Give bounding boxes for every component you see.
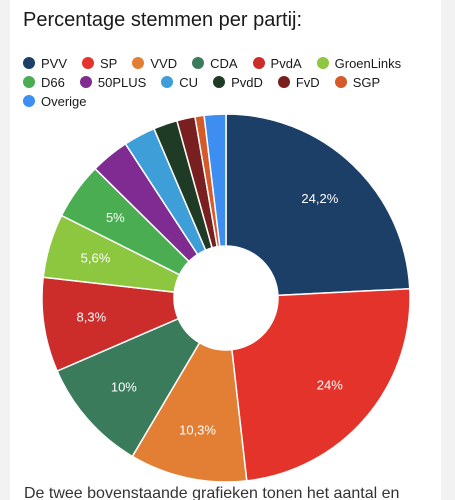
legend-swatch <box>23 76 35 88</box>
legend-row: D66 50PLUS CU PvdD FvD SGP <box>23 73 441 91</box>
legend-item-pvda[interactable]: PvdA <box>252 55 302 71</box>
legend-item-d66[interactable]: D66 <box>23 75 65 90</box>
legend-label: PVV <box>41 55 68 71</box>
legend-label: SGP <box>352 74 381 90</box>
legend-label: VVD <box>150 55 178 71</box>
data-label-d66: 5% <box>106 210 125 225</box>
chart-title: Percentage stemmen per partij: <box>23 9 303 31</box>
legend-swatch <box>334 76 347 88</box>
data-label-pvda: 8,3% <box>77 309 107 324</box>
legend-label: PvdA <box>270 55 302 71</box>
pie-slice-pvv[interactable] <box>225 113 411 297</box>
legend-item-fvd[interactable]: FvD <box>277 74 320 90</box>
legend-row: PVV SP VVD CDA PvdA GroenLinks <box>23 54 441 72</box>
legend-swatch <box>79 76 92 88</box>
legend-row: Overige <box>23 92 441 110</box>
legend-item-pvdd[interactable]: PvdD <box>213 75 263 90</box>
chart-card: Percentage stemmen per partij: PVV SP VVD C… <box>10 0 441 500</box>
donut-chart: 24,2% 24% 10,3% 10% 8,3% 5,6% 5% <box>41 113 411 483</box>
legend-swatch <box>192 57 205 69</box>
legend-swatch <box>82 57 95 69</box>
legend-swatch <box>132 57 145 69</box>
legend-label: D66 <box>41 74 65 90</box>
legend-label: Overige <box>41 93 87 109</box>
legend-swatch <box>316 57 329 69</box>
legend-item-overige[interactable]: Overige <box>23 94 87 109</box>
legend-item-cu[interactable]: CU <box>161 75 198 90</box>
pie-slice-overige[interactable] <box>203 113 227 248</box>
legend-item-groenlinks[interactable]: GroenLinks <box>316 55 402 71</box>
legend-label: SP <box>100 55 118 71</box>
legend-label: PvdD <box>231 74 263 90</box>
legend-swatch <box>161 76 174 88</box>
legend-label: FvD <box>295 74 320 90</box>
legend-item-vvd[interactable]: VVD <box>132 56 177 71</box>
legend-item-50plus[interactable]: 50PLUS <box>79 74 147 90</box>
data-label-groenlinks: 5,6% <box>81 251 111 266</box>
legend-label: CDA <box>210 55 238 71</box>
legend-item-sgp[interactable]: SGP <box>334 74 381 90</box>
pie-slice-sp[interactable] <box>231 287 411 482</box>
data-label-cda: 10% <box>111 379 137 394</box>
pie-slice-cda[interactable] <box>56 317 201 458</box>
data-label-sp: 24% <box>317 378 343 393</box>
legend-swatch <box>23 57 35 69</box>
legend-item-sp[interactable]: SP <box>82 56 117 71</box>
footer-text: De twee bovenstaande grafieken tonen het… <box>24 485 400 500</box>
data-label-vvd: 10,3% <box>179 423 216 438</box>
legend-label: 50PLUS <box>97 74 147 90</box>
legend-swatch <box>23 95 35 107</box>
legend-swatch <box>213 76 226 88</box>
legend-label: GroenLinks <box>334 55 402 71</box>
legend-swatch <box>252 57 265 69</box>
legend-swatch <box>277 76 290 88</box>
legend-label: CU <box>179 74 199 90</box>
legend-item-pvv[interactable]: PVV <box>23 56 67 71</box>
pie-slice-vvd[interactable] <box>131 341 248 483</box>
legend: PVV SP VVD CDA PvdA GroenLinks D66 50PLUS CU PvdD… <box>23 54 441 111</box>
legend-item-cda[interactable]: CDA <box>192 55 238 71</box>
data-label-pvv: 24,2% <box>301 191 338 206</box>
